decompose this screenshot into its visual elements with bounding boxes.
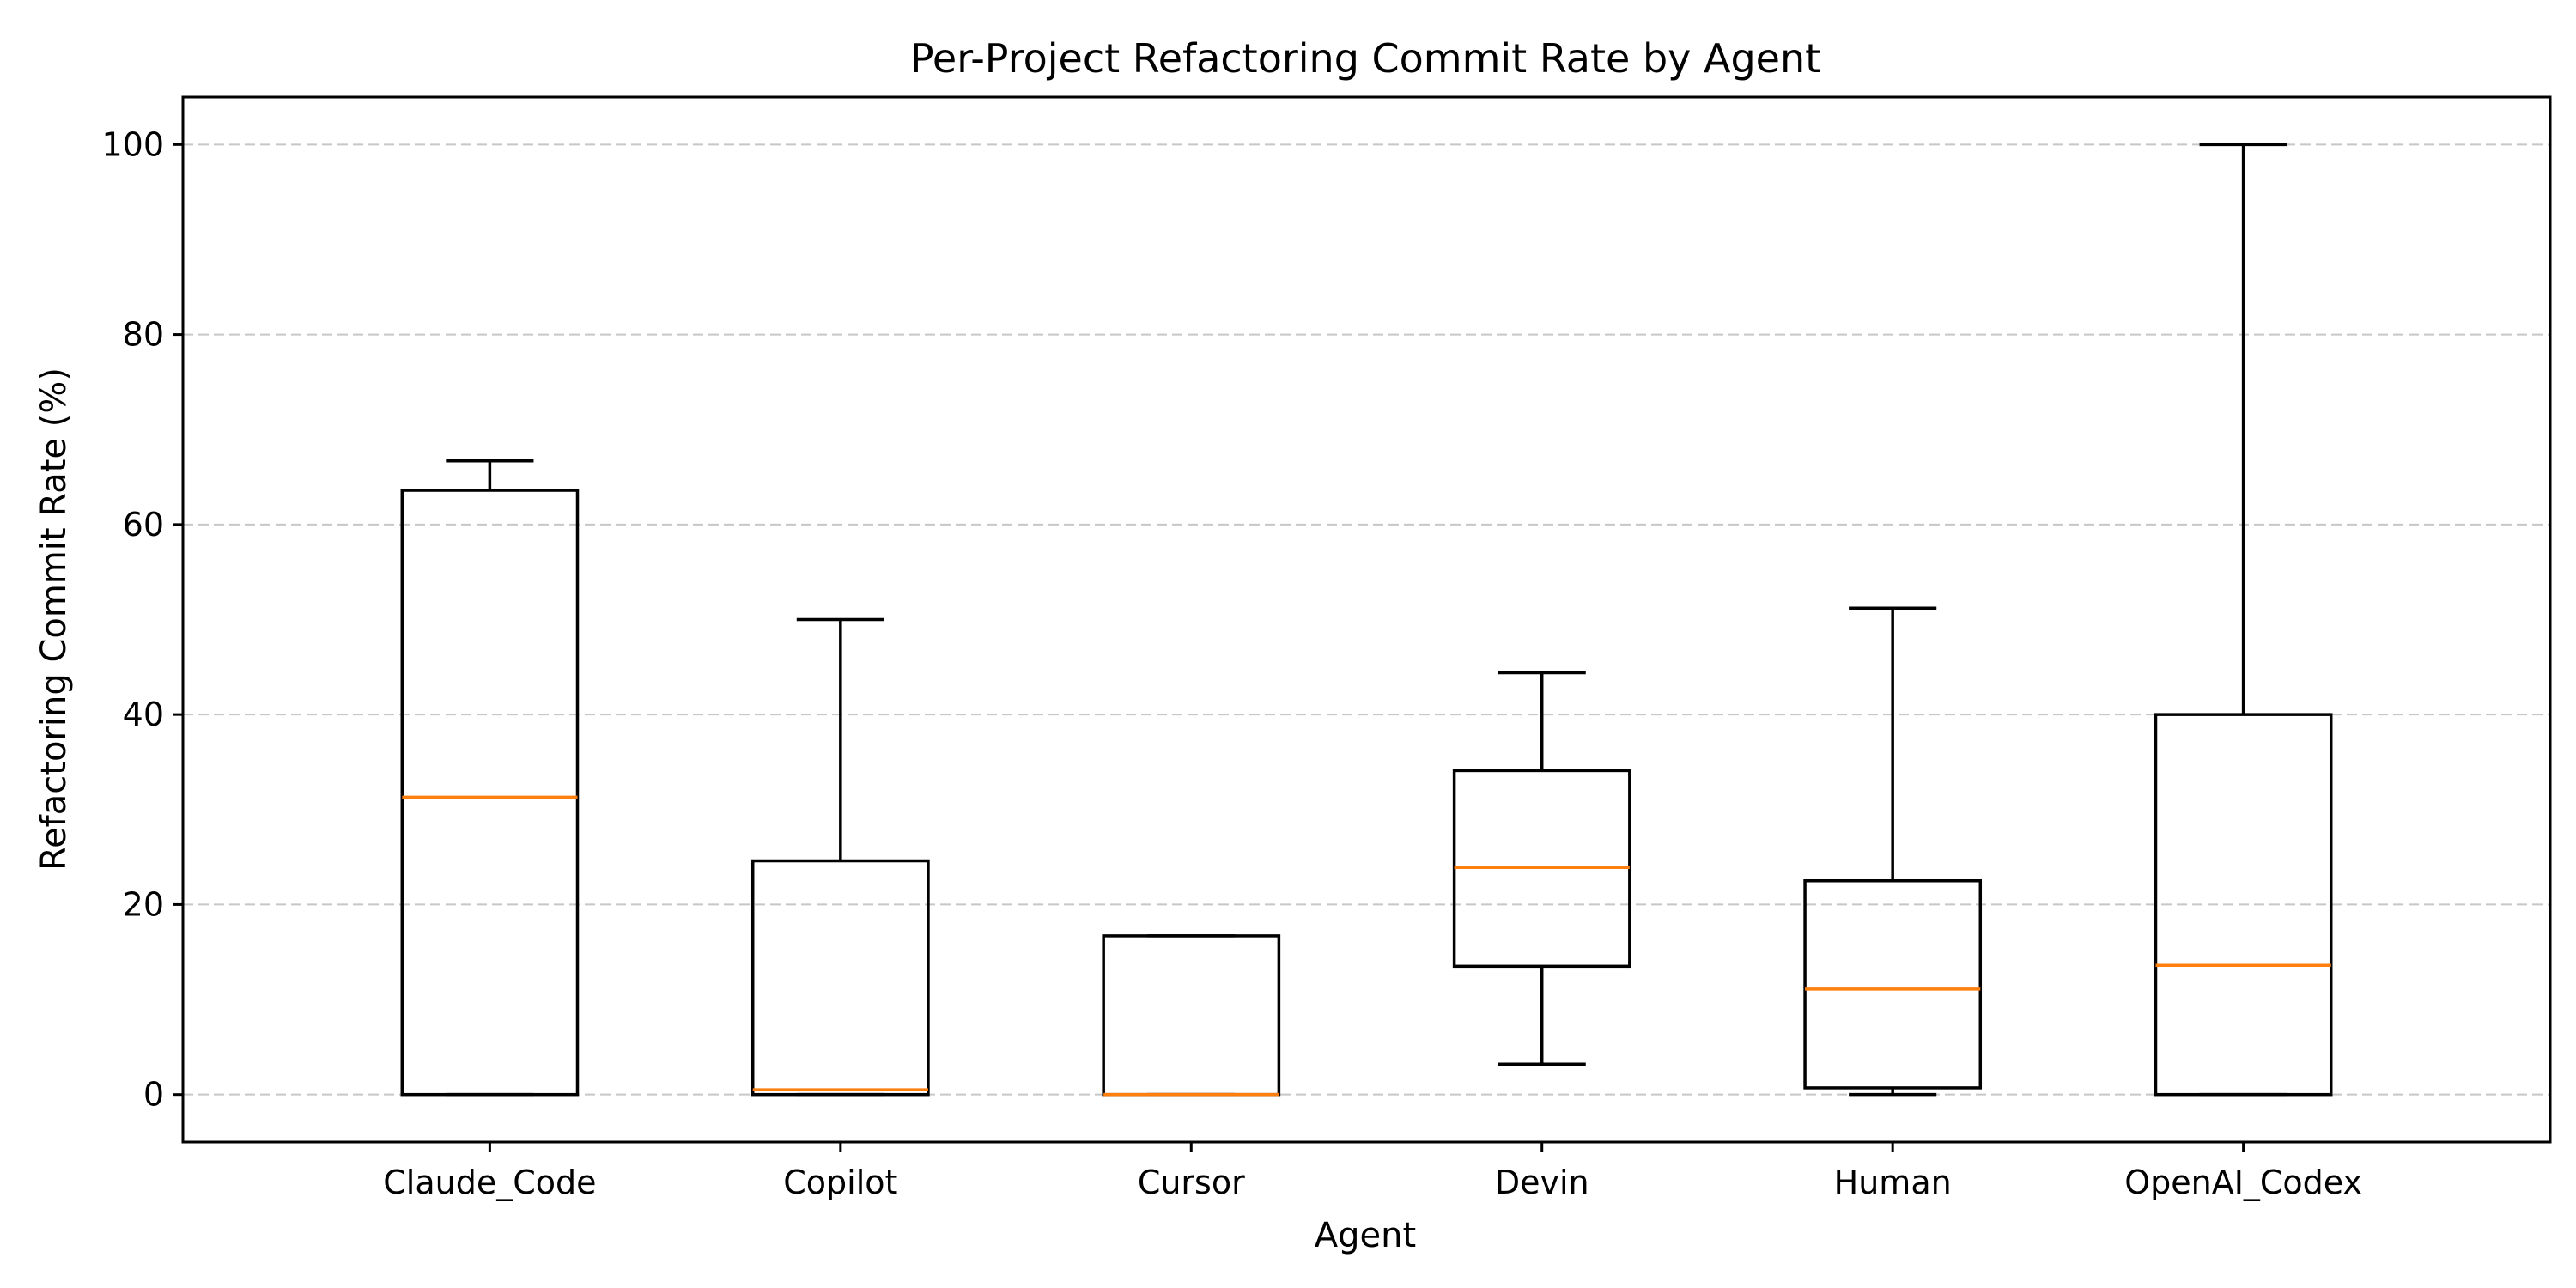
iqr-box-OpenAI_Codex (2154, 713, 2333, 1097)
x-tick-label-Copilot: Copilot (783, 1163, 897, 1201)
x-axis-label: Agent (1315, 1216, 1416, 1255)
x-tick-label-Claude_Code: Claude_Code (383, 1163, 596, 1201)
box-Claude_Code (400, 459, 580, 1097)
box-Copilot (750, 617, 930, 1097)
iqr-box-Cursor (1102, 934, 1281, 1097)
y-tick-label-40: 40 (123, 696, 164, 733)
x-tick-label-Devin: Devin (1495, 1163, 1589, 1201)
box-Cursor (1102, 934, 1281, 1097)
box-Human (1803, 606, 1983, 1097)
box-Devin (1452, 671, 1631, 1066)
box-layer (400, 143, 2333, 1097)
chart-title: Per-Project Refactoring Commit Rate by A… (910, 35, 1820, 82)
x-tick-label-Cursor: Cursor (1138, 1163, 1245, 1201)
x-axis: Claude_Code Copilot Cursor Devin Human OpenAI… (383, 1142, 2362, 1201)
x-tick-label-Human: Human (1834, 1163, 1952, 1201)
iqr-box-Claude_Code (400, 489, 580, 1097)
grid-layer (183, 143, 2550, 1096)
iqr-box-Copilot (750, 859, 930, 1097)
y-tick-label-0: 0 (143, 1076, 164, 1114)
box-OpenAI_Codex (2154, 143, 2333, 1097)
y-tick-label-80: 80 (123, 316, 164, 354)
y-tick-label-60: 60 (123, 506, 164, 544)
y-axis: 0 20 40 60 80 100 (101, 125, 183, 1114)
y-tick-label-20: 20 (123, 885, 164, 923)
x-tick-label-OpenAI_Codex: OpenAI_Codex (2124, 1163, 2362, 1201)
iqr-box-Human (1803, 879, 1983, 1090)
y-tick-label-100: 100 (101, 125, 164, 163)
y-axis-label: Refactoring Commit Rate (%) (34, 368, 74, 871)
plot-frame (181, 95, 2552, 1144)
